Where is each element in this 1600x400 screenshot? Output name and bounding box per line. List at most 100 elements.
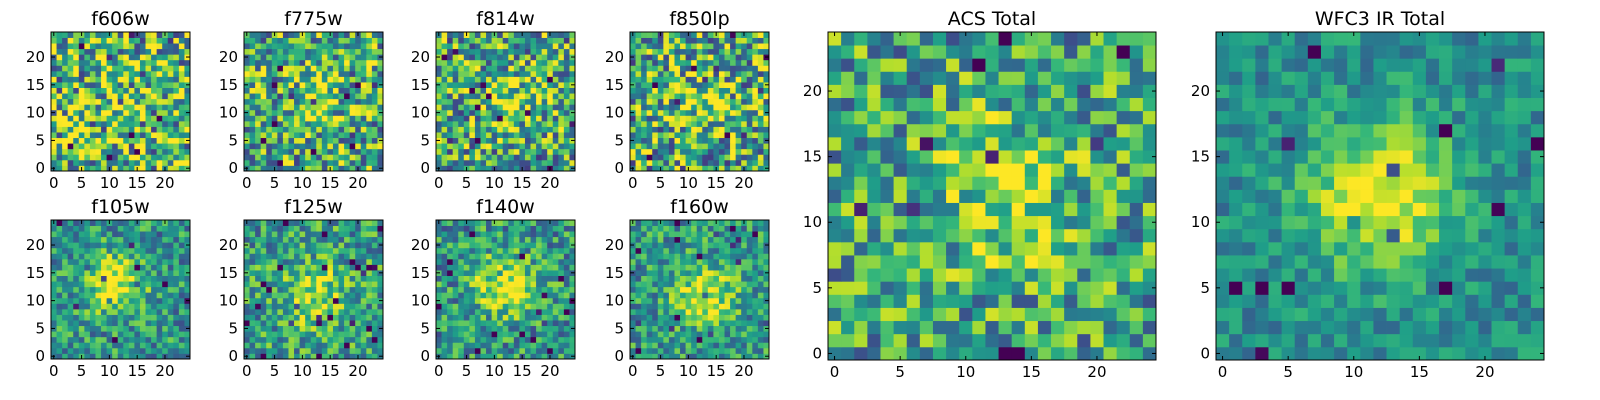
heatmap-cell xyxy=(260,54,267,61)
heatmap-cell xyxy=(184,347,191,354)
heatmap-cell xyxy=(757,308,764,315)
heatmap-cell xyxy=(156,37,163,44)
heatmap-cell xyxy=(244,247,250,254)
heatmap-cell xyxy=(757,104,764,111)
heatmap-cell xyxy=(513,303,520,310)
heatmap-cell xyxy=(486,342,492,349)
heatmap-cell xyxy=(344,76,351,83)
heatmap-cell xyxy=(452,132,459,139)
heatmap-cell xyxy=(646,126,653,133)
heatmap-cell xyxy=(266,220,273,226)
heatmap-cell xyxy=(89,137,96,144)
heatmap-cell xyxy=(282,286,289,293)
heatmap-cell xyxy=(371,247,378,254)
heatmap-cell xyxy=(156,43,163,50)
heatmap-cell xyxy=(51,154,57,161)
heatmap-cell xyxy=(713,347,720,354)
heatmap-cell xyxy=(735,342,742,349)
heatmap-cell xyxy=(249,270,256,276)
heatmap-cell xyxy=(56,159,63,166)
heatmap-cell xyxy=(95,115,102,122)
heatmap-cell xyxy=(707,270,714,276)
heatmap-cell xyxy=(497,109,504,116)
heatmap-cell xyxy=(249,93,256,100)
heatmap-cell xyxy=(305,70,312,77)
heatmap-cell xyxy=(652,54,659,61)
heatmap-cell xyxy=(480,225,487,232)
heatmap-cell xyxy=(491,264,498,271)
y-tick-label: 5 xyxy=(614,131,624,149)
heatmap-cell xyxy=(123,258,130,265)
heatmap-cell xyxy=(536,292,543,299)
heatmap-cell xyxy=(294,32,300,38)
heatmap-cell xyxy=(371,98,378,105)
heatmap-cell xyxy=(508,148,515,155)
heatmap-cell xyxy=(282,314,289,321)
heatmap-cell xyxy=(541,247,548,254)
heatmap-cell xyxy=(635,132,642,139)
heatmap-cell xyxy=(294,165,300,172)
heatmap-cell xyxy=(89,220,96,226)
heatmap-cell xyxy=(123,325,130,332)
heatmap-cell xyxy=(685,314,692,321)
heatmap-cell xyxy=(173,65,180,72)
heatmap-cell xyxy=(541,253,548,260)
heatmap-cell xyxy=(173,336,180,343)
heatmap-cell xyxy=(145,242,152,249)
heatmap-cell xyxy=(513,143,520,150)
heatmap-cell xyxy=(641,82,648,88)
heatmap-cell xyxy=(646,336,653,343)
heatmap-cell xyxy=(84,325,91,332)
heatmap-cell xyxy=(558,281,565,288)
heatmap-cell xyxy=(112,120,119,127)
heatmap-cell xyxy=(101,303,107,310)
heatmap-cell xyxy=(360,325,367,332)
heatmap-cell xyxy=(101,109,107,116)
heatmap-cell xyxy=(563,104,570,111)
heatmap-cell xyxy=(702,286,709,293)
heatmap-cell xyxy=(184,336,191,343)
heatmap-cell xyxy=(730,32,737,38)
heatmap-cell xyxy=(657,115,664,122)
heatmap-cell xyxy=(327,65,334,72)
heatmap-cell xyxy=(741,43,748,50)
heatmap-cell xyxy=(536,76,543,83)
heatmap-cell xyxy=(480,236,487,243)
heatmap-cell xyxy=(51,286,57,293)
heatmap-cell xyxy=(652,308,659,315)
heatmap-cell xyxy=(377,70,384,77)
heatmap-cell xyxy=(371,115,378,122)
heatmap-cell xyxy=(696,43,703,50)
heatmap-cell xyxy=(530,236,537,243)
heatmap-cell xyxy=(486,59,492,66)
heatmap-cell xyxy=(630,286,636,293)
heatmap-cell xyxy=(646,76,653,83)
heatmap-cell xyxy=(366,220,373,226)
heatmap-cell xyxy=(691,281,698,288)
heatmap-cell xyxy=(112,220,119,226)
heatmap-cell xyxy=(630,115,636,122)
heatmap-cell xyxy=(128,275,135,282)
heatmap-cell xyxy=(344,336,351,343)
heatmap-cell xyxy=(355,281,362,288)
heatmap-cell xyxy=(162,347,169,354)
heatmap-cell xyxy=(513,314,520,321)
heatmap-cell xyxy=(249,303,256,310)
heatmap-cell xyxy=(255,303,262,310)
heatmap-cell xyxy=(702,76,709,83)
heatmap-cell xyxy=(463,132,470,139)
heatmap-cell xyxy=(680,98,686,105)
heatmap-cell xyxy=(344,154,351,161)
heatmap-cell xyxy=(447,247,454,254)
heatmap-cell xyxy=(167,54,174,61)
heatmap-cell xyxy=(530,253,537,260)
heatmap-cell xyxy=(508,159,515,166)
heatmap-cell xyxy=(288,43,295,50)
heatmap-cell xyxy=(294,286,300,293)
heatmap-cell xyxy=(305,342,312,349)
heatmap-cell xyxy=(441,231,448,238)
heatmap-cell xyxy=(735,65,742,72)
heatmap-cell xyxy=(741,93,748,100)
heatmap-cell xyxy=(657,137,664,144)
heatmap-cell xyxy=(260,253,267,260)
